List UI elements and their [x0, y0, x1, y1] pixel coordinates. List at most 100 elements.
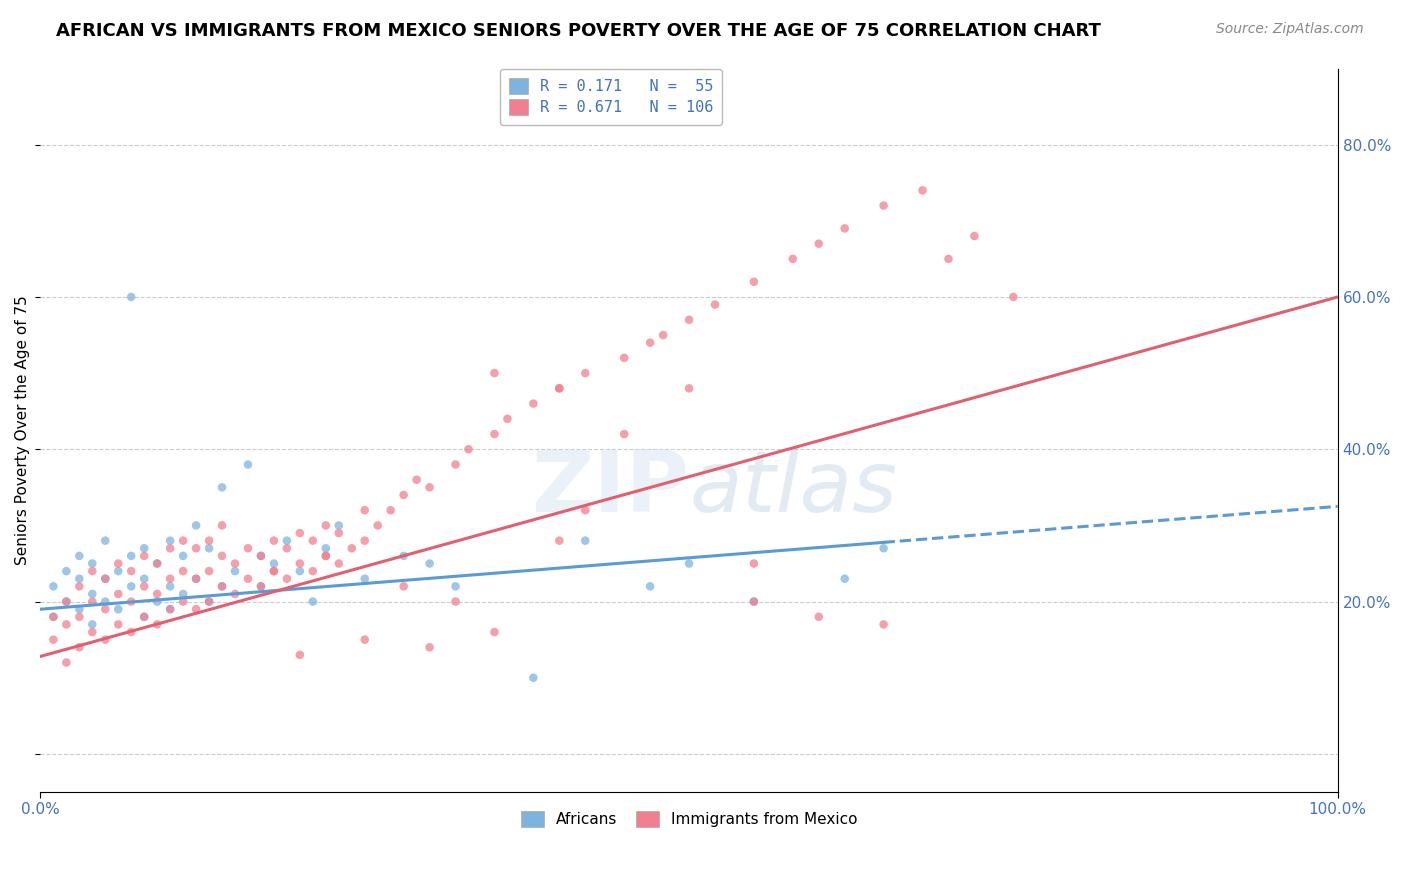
Point [444, 594, 467, 608]
Point [419, 557, 441, 571]
Point [159, 533, 181, 548]
Point [484, 366, 506, 380]
Point [328, 518, 350, 533]
Point [638, 335, 661, 350]
Point [405, 473, 427, 487]
Point [42, 632, 65, 647]
Point [288, 557, 311, 571]
Point [301, 533, 323, 548]
Point [872, 617, 894, 632]
Point [120, 564, 142, 578]
Point [457, 442, 479, 457]
Point [94, 594, 117, 608]
Point [353, 533, 375, 548]
Point [198, 564, 221, 578]
Point [444, 458, 467, 472]
Point [807, 236, 830, 251]
Point [94, 533, 117, 548]
Point [340, 541, 363, 556]
Point [315, 549, 337, 563]
Point [444, 579, 467, 593]
Point [419, 640, 441, 655]
Point [288, 526, 311, 541]
Text: atlas: atlas [689, 447, 897, 530]
Point [67, 549, 90, 563]
Point [159, 572, 181, 586]
Point [198, 541, 221, 556]
Point [911, 183, 934, 197]
Point [484, 427, 506, 442]
Point [94, 572, 117, 586]
Point [484, 625, 506, 640]
Point [963, 229, 986, 244]
Point [263, 533, 285, 548]
Point [82, 625, 104, 640]
Point [574, 366, 596, 380]
Point [94, 572, 117, 586]
Point [134, 549, 156, 563]
Point [159, 579, 181, 593]
Point [42, 579, 65, 593]
Point [198, 533, 221, 548]
Point [134, 609, 156, 624]
Point [276, 533, 298, 548]
Point [120, 549, 142, 563]
Point [107, 557, 129, 571]
Point [172, 533, 194, 548]
Text: AFRICAN VS IMMIGRANTS FROM MEXICO SENIORS POVERTY OVER THE AGE OF 75 CORRELATION: AFRICAN VS IMMIGRANTS FROM MEXICO SENIOR… [56, 22, 1101, 40]
Point [120, 579, 142, 593]
Point [146, 617, 169, 632]
Point [82, 557, 104, 571]
Point [55, 617, 77, 632]
Point [198, 594, 221, 608]
Point [211, 480, 233, 494]
Point [315, 549, 337, 563]
Point [263, 564, 285, 578]
Point [211, 549, 233, 563]
Point [250, 549, 273, 563]
Point [172, 549, 194, 563]
Point [353, 503, 375, 517]
Text: Source: ZipAtlas.com: Source: ZipAtlas.com [1216, 22, 1364, 37]
Point [574, 503, 596, 517]
Point [107, 602, 129, 616]
Point [134, 579, 156, 593]
Point [522, 671, 544, 685]
Point [94, 632, 117, 647]
Point [236, 458, 259, 472]
Point [146, 557, 169, 571]
Point [288, 564, 311, 578]
Point [678, 313, 700, 327]
Point [548, 533, 571, 548]
Point [301, 564, 323, 578]
Point [82, 617, 104, 632]
Point [107, 617, 129, 632]
Point [328, 526, 350, 541]
Point [613, 351, 636, 365]
Point [120, 594, 142, 608]
Legend: Africans, Immigrants from Mexico: Africans, Immigrants from Mexico [513, 804, 865, 835]
Point [392, 579, 415, 593]
Point [82, 594, 104, 608]
Point [184, 518, 207, 533]
Point [55, 564, 77, 578]
Point [742, 557, 765, 571]
Point [159, 602, 181, 616]
Point [522, 396, 544, 410]
Point [353, 632, 375, 647]
Point [742, 594, 765, 608]
Point [172, 594, 194, 608]
Point [263, 557, 285, 571]
Point [146, 587, 169, 601]
Point [146, 594, 169, 608]
Point [94, 602, 117, 616]
Point [134, 572, 156, 586]
Point [367, 518, 389, 533]
Point [652, 328, 675, 343]
Point [419, 480, 441, 494]
Point [872, 198, 894, 212]
Point [834, 221, 856, 235]
Point [42, 609, 65, 624]
Point [263, 564, 285, 578]
Point [82, 587, 104, 601]
